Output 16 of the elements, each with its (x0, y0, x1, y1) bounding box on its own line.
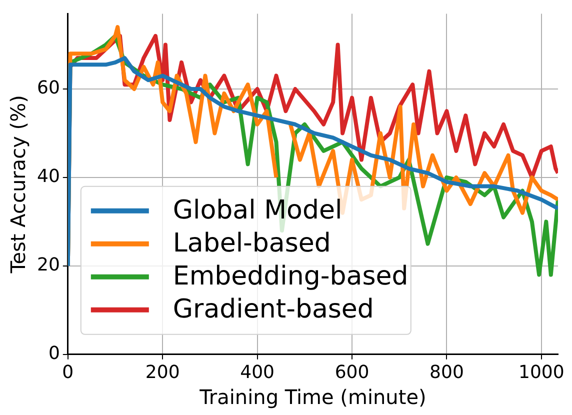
x-axis-title: Training Time (minute) (198, 385, 426, 410)
legend-label: Global Model (172, 196, 342, 226)
x-tick-label: 600 (334, 362, 370, 383)
y-axis-title: Test Accuracy (%) (6, 95, 30, 274)
x-tick-label: 0 (62, 362, 74, 383)
legend-label: Embedding-based (172, 262, 408, 292)
y-tick-label: 60 (37, 78, 60, 99)
x-tick-label: 200 (145, 362, 180, 383)
legend-label: Label-based (172, 228, 331, 259)
y-tick-label: 40 (37, 166, 60, 188)
y-tick-label: 20 (37, 254, 60, 276)
legend-label: Gradient-based (172, 294, 374, 325)
x-tick-label: 1000 (518, 362, 564, 383)
y-tick-label: 0 (48, 343, 60, 364)
x-tick-label: 400 (240, 362, 274, 383)
x-tick-label: 800 (430, 362, 464, 383)
